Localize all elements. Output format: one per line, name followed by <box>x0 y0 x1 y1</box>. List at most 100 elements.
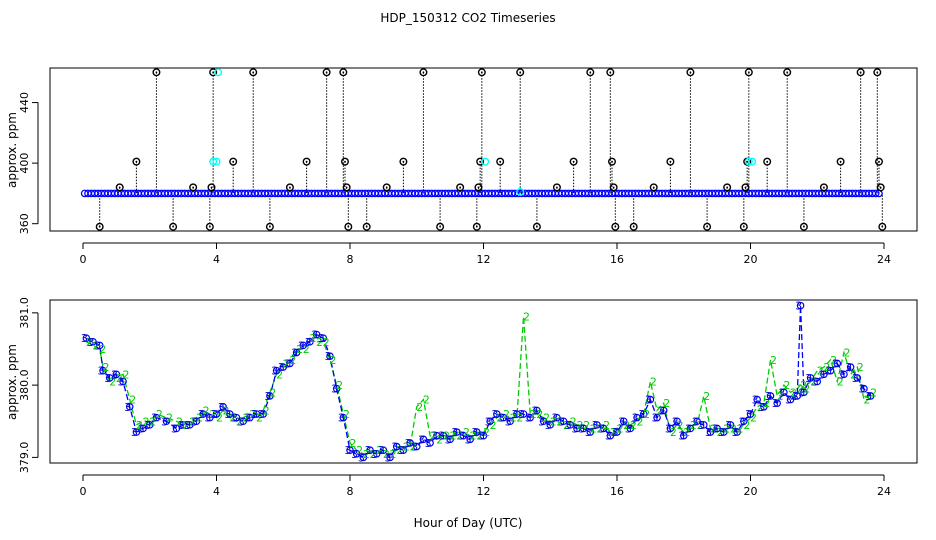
series-2-line <box>86 316 872 455</box>
series-2-marker: 2 <box>256 412 263 425</box>
series-2-marker: 2 <box>350 437 357 450</box>
spike-point-center <box>652 186 655 189</box>
spike-point <box>607 157 616 166</box>
series-3-marker: 3 <box>485 415 492 428</box>
series-3-marker: 3 <box>738 415 745 428</box>
spike-point <box>399 157 408 166</box>
series-2-marker: 2 <box>450 430 457 443</box>
series-2-marker: 2 <box>463 426 470 439</box>
x-tick-label: 4 <box>213 485 220 498</box>
series-2-marker: 2 <box>797 383 804 396</box>
raw-panel: approx. ppm 0 4 8 12 16 20 24 360 400 440 <box>5 67 918 266</box>
series-3-marker: 3 <box>805 372 812 385</box>
series-2-marker: 2 <box>823 361 830 374</box>
spike-point-center <box>609 71 612 74</box>
spike-point <box>456 183 465 192</box>
spike-point-center <box>611 160 613 163</box>
series-3-marker: 3 <box>358 451 365 464</box>
series-3-marker: 3 <box>685 422 692 435</box>
series-3-circle <box>259 410 268 418</box>
series-3-circle <box>773 399 782 407</box>
series-2-marker: 2 <box>730 422 737 435</box>
series-3-circle <box>226 410 234 418</box>
chart-title: HDP_150312 CO2 Timeseries <box>380 11 555 25</box>
series-3-circle <box>192 417 201 426</box>
series-3-marker: 3 <box>458 430 465 443</box>
series-3-marker: 3 <box>94 339 101 352</box>
series-3-marker: 3 <box>795 300 802 313</box>
series-3-marker: 3 <box>658 404 665 417</box>
series-2-marker: 2 <box>536 408 543 421</box>
series-2-marker: 2 <box>850 368 857 381</box>
spike-point-center <box>499 160 502 163</box>
series-3-circle <box>139 424 147 433</box>
series-3-marker: 3 <box>204 412 211 425</box>
spike-point-center <box>689 71 692 74</box>
series-3-marker: 3 <box>665 422 672 435</box>
series-2-marker: 2 <box>129 394 136 407</box>
spike-point <box>132 157 141 166</box>
series-3-circle <box>446 435 454 444</box>
spike-point-center <box>344 160 346 163</box>
cyan-point <box>481 157 490 166</box>
series-3-marker: 3 <box>618 415 625 428</box>
x-tick-label: 12 <box>477 485 491 498</box>
y-axis-label-raw: approx. ppm <box>5 112 19 188</box>
series-2-marker: 2 <box>496 412 503 425</box>
series-3-circle <box>266 392 274 400</box>
spike-point <box>477 68 486 77</box>
series-2-marker: 2 <box>550 415 557 428</box>
spike-point <box>586 68 595 77</box>
series-2-marker: 2 <box>490 419 497 432</box>
baseline-point <box>871 189 880 198</box>
series-2-marker: 2 <box>590 422 597 435</box>
series-3-marker: 3 <box>752 394 759 407</box>
series-3-circle <box>646 395 655 404</box>
series-3-circle <box>699 421 708 429</box>
series-3-marker: 3 <box>304 336 311 349</box>
series-3-marker: 3 <box>792 390 799 403</box>
x-tick-label: 4 <box>213 253 220 266</box>
series-3-marker: 3 <box>431 430 438 443</box>
series-2-marker: 2 <box>783 379 790 392</box>
series-2-marker: 2 <box>483 426 490 439</box>
series-3-circle <box>479 431 488 440</box>
spike-point <box>819 183 828 192</box>
spike-point-center <box>305 160 308 163</box>
series-3-marker: 3 <box>705 426 712 439</box>
series-3-marker: 3 <box>144 419 151 432</box>
series-2-marker: 2 <box>743 419 750 432</box>
series-3-marker: 3 <box>718 426 725 439</box>
spike-point-center <box>878 160 880 163</box>
series-2-marker: 2 <box>596 422 603 435</box>
spike-point <box>115 183 124 192</box>
spike-point-center <box>823 186 825 189</box>
series-3-circle <box>186 421 194 429</box>
series-3-circle <box>232 413 241 422</box>
series-3-circle <box>132 428 141 436</box>
series-3-marker: 3 <box>545 419 552 432</box>
series-2-marker: 2 <box>523 310 530 323</box>
series-2-marker: 2 <box>790 386 797 399</box>
series-3-marker: 3 <box>551 412 558 425</box>
series-3-circle <box>786 395 795 404</box>
spike-point-center <box>208 225 211 228</box>
series-3-marker: 3 <box>284 357 291 370</box>
spike-point-center <box>786 71 789 74</box>
series-2-marker: 2 <box>93 339 100 352</box>
series-2-marker: 2 <box>763 397 770 410</box>
series-2-marker: 2 <box>650 376 657 389</box>
series-2-marker: 2 <box>630 419 637 432</box>
series-2-marker: 2 <box>309 332 316 345</box>
x-tick-label: 8 <box>347 253 354 266</box>
series-3-circle <box>292 348 301 357</box>
series-3-marker: 3 <box>98 365 105 378</box>
spike-point-center <box>742 225 745 228</box>
series-2-marker: 2 <box>410 441 417 454</box>
series-3-marker: 3 <box>171 422 178 435</box>
x-tick-label: 24 <box>877 253 891 266</box>
series-3-marker: 3 <box>405 437 412 450</box>
series-2-marker: 2 <box>363 448 370 461</box>
series-3-circle <box>686 424 695 433</box>
series-3-marker: 3 <box>278 361 285 374</box>
